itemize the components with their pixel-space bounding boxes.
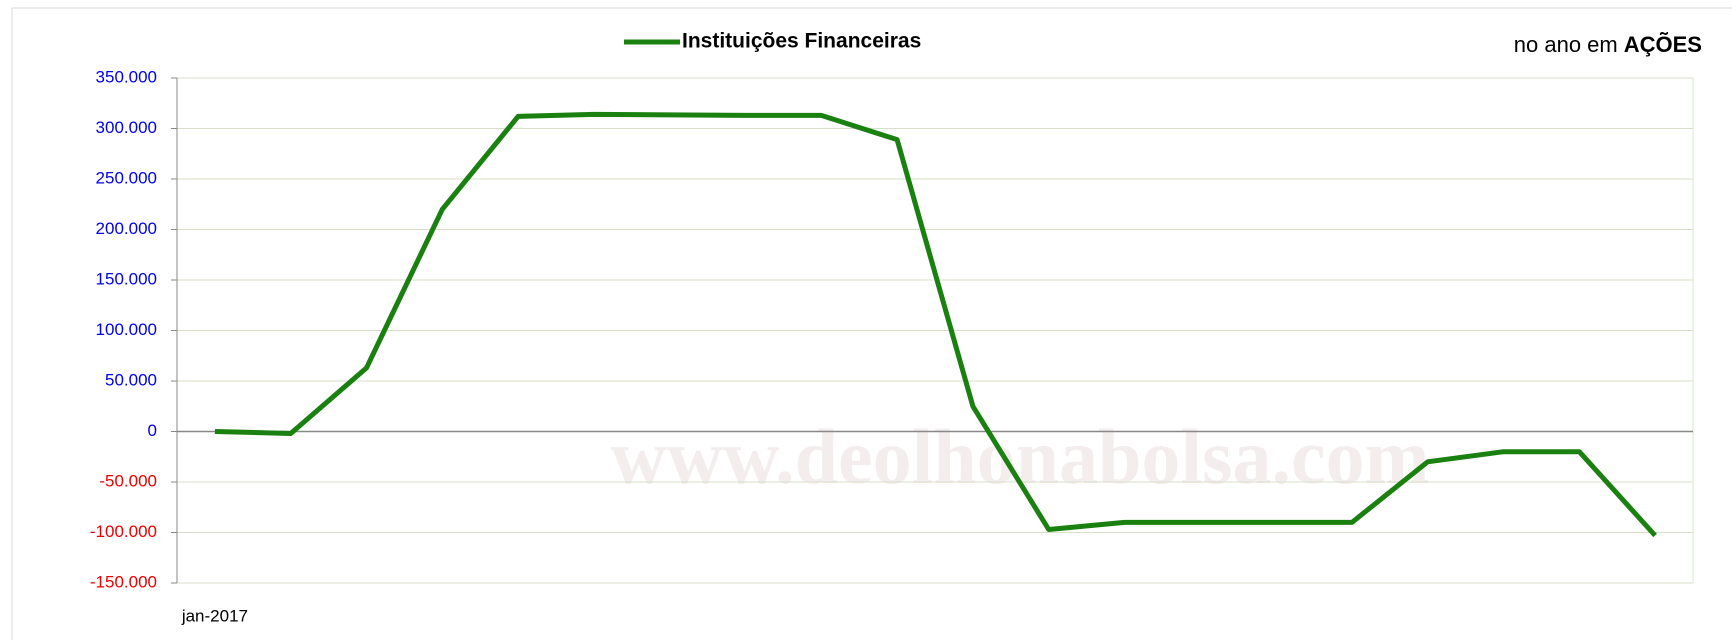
annotation: no ano em AÇÕES [1514, 32, 1702, 57]
y-tick-label: -150.000 [90, 572, 157, 591]
y-tick-label: -50.000 [99, 471, 157, 490]
legend-label: Instituições Financeiras [682, 30, 921, 53]
y-tick-label: 150.000 [96, 269, 157, 288]
y-tick-label: 250.000 [96, 168, 157, 187]
y-tick-label: 0 [148, 421, 157, 440]
annotation-text: no ano em [1514, 32, 1618, 57]
line [214, 111, 1657, 538]
y-tick-label: 50.000 [105, 370, 157, 389]
y-tick-label: 100.000 [96, 320, 157, 339]
annotation-emphasis: AÇÕES [1624, 32, 1702, 57]
chart-border [11, 7, 1732, 640]
y-tick-label: 200.000 [96, 219, 157, 238]
y-tick-label: 300.000 [96, 118, 157, 137]
y-tick-label: -100.000 [90, 522, 157, 541]
x-tick-label: jan-2017 [181, 606, 248, 625]
y-tick-label: 350.000 [96, 67, 157, 86]
